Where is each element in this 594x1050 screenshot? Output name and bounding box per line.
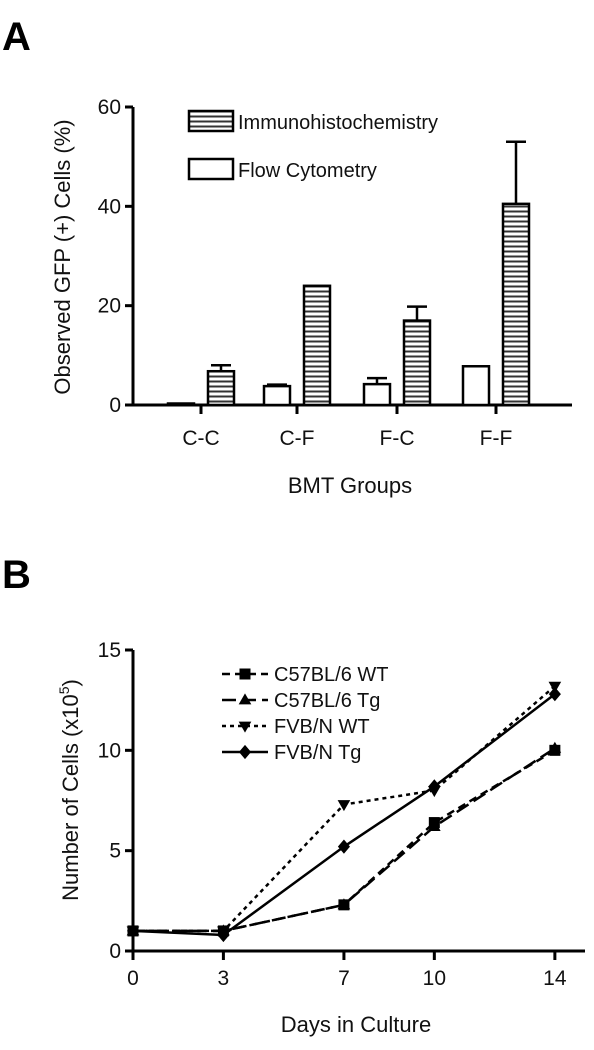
panel-b-legend-marker [238, 744, 252, 760]
panel-b-data-point [548, 741, 562, 753]
panel-b-y-tick-label: 10 [98, 739, 121, 762]
panel-a-bar [206, 369, 236, 407]
panel-b-legend-label: FVB/N Tg [274, 742, 361, 764]
panel-a-bar [302, 284, 332, 407]
panel-b-legend-label: C57BL/6 WT [274, 664, 388, 686]
panel-b-y-axis-label-close: ) [58, 679, 83, 686]
panel-a-x-tick-label: F-F [480, 427, 513, 450]
panel-b-data-point [126, 923, 140, 939]
panel-a-bar [402, 319, 432, 407]
panel-a-x-tick-label: F-C [380, 427, 415, 450]
panel-a-x-tick-label: C-C [182, 427, 219, 450]
panel-b-x-tick-label: 3 [218, 967, 230, 990]
panel-a-y-tick-label: 60 [98, 96, 121, 119]
panel-a-y-axis-label: Observed GFP (+) Cells (%) [50, 119, 75, 394]
panel-a-bar [461, 365, 491, 407]
panel-b-data-point [217, 927, 230, 943]
panel-b-y-tick-label: 5 [109, 840, 121, 863]
panel-b-legend-label: C57BL/6 Tg [274, 690, 380, 712]
panel-a-letter: A [2, 15, 31, 59]
panel-b-legend-marker [239, 668, 251, 680]
panel-a-x-axis-label: BMT Groups [288, 473, 412, 498]
panel-b-y-tick-label: 0 [109, 940, 121, 963]
panel-b-x-tick-label: 0 [127, 967, 139, 990]
panel-a-x-tick-label: C-F [280, 427, 315, 450]
panel-b-y-axis-label-exponent: 5 [56, 686, 72, 694]
panel-b-letter: B [2, 553, 31, 597]
panel-b-x-tick-label: 7 [338, 967, 350, 990]
panel-a-y-tick-label: 40 [98, 195, 121, 218]
line-chart-panel-b: 0 5 10 15 0 3 7 10 14 C57BL/6 WT C57BL/6 Tg FVB/N W… [98, 639, 585, 990]
panel-a-legend-swatch [187, 157, 235, 181]
panel-b-legend-label: FVB/N WT [274, 716, 370, 738]
panel-a-bar [166, 402, 196, 407]
panel-b-x-tick-label: 10 [423, 967, 446, 990]
panel-a-bar [262, 384, 292, 407]
panel-a-bar [362, 382, 392, 407]
panel-a-y-tick-label: 0 [109, 394, 121, 417]
panel-b-data-point [428, 819, 441, 831]
panel-b-y-axis-label: Number of Cells (x105) [56, 679, 83, 901]
panel-b-data-point [428, 779, 441, 794]
panel-b-data-point [337, 839, 350, 854]
panel-b-x-tick-label: 14 [543, 967, 567, 990]
bar-chart-panel-a: 0 20 40 60 C-C C-F F-C F-F Immunohistochemistry F… [98, 96, 572, 450]
panel-a-legend-label: Flow Cytometry [238, 160, 377, 182]
panel-a-bar [501, 202, 531, 407]
panel-a-legend-label: Immunohistochemistry [238, 112, 438, 134]
panel-b-legend-marker [238, 721, 252, 733]
panel-b-y-tick-label: 15 [98, 639, 121, 662]
panel-b-y-axis-label-main: Number of Cells (x10 [58, 694, 83, 901]
panel-a-y-tick-label: 20 [98, 295, 121, 318]
panel-a-legend-swatch [187, 109, 235, 133]
panel-b-legend-marker [238, 693, 252, 705]
panel-b-x-axis-label: Days in Culture [281, 1012, 431, 1037]
panel-b-data-point [548, 686, 561, 702]
panel-b-data-point [337, 800, 351, 812]
panel-b-data-point [337, 898, 351, 910]
